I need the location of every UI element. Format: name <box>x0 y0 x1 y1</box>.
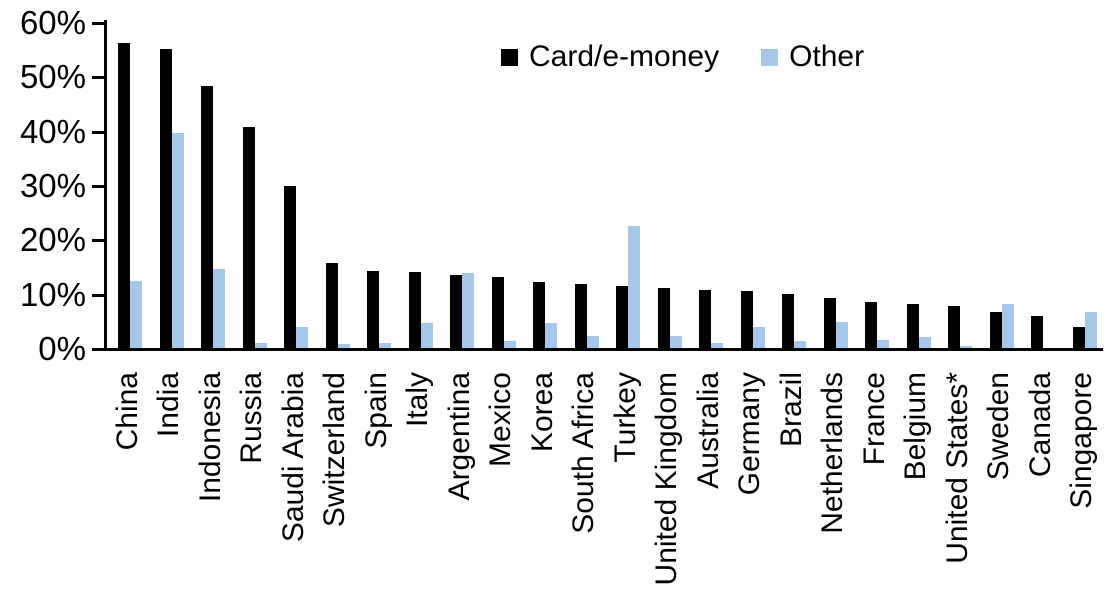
bar-other <box>836 322 848 348</box>
bar-other <box>877 340 889 348</box>
x-axis-category-label: United Kingdom <box>650 372 683 586</box>
y-axis-tick <box>92 348 104 351</box>
x-axis-category-label: Saudi Arabia <box>277 372 310 543</box>
bar-other <box>130 281 142 348</box>
legend: Card/e-money Other <box>501 40 864 74</box>
bar-other <box>960 346 972 348</box>
y-axis-line <box>104 20 107 351</box>
legend-swatch-other <box>761 48 779 66</box>
legend-label-card-e-money: Card/e-money <box>529 40 720 73</box>
x-axis-category-label: Russia <box>235 372 268 464</box>
bar-other <box>753 327 765 348</box>
x-axis-category-label: Brazil <box>775 372 808 448</box>
bar-card-e-money <box>243 127 255 348</box>
bar-card-e-money <box>367 271 379 348</box>
x-axis-category-label: Netherlands <box>816 372 849 534</box>
bar-card-e-money <box>492 277 504 348</box>
bar-other <box>794 341 806 348</box>
bar-card-e-money <box>326 263 338 348</box>
x-axis-category-label: Turkey <box>609 372 642 463</box>
x-axis-category-label: Belgium <box>899 372 932 481</box>
bar-card-e-money <box>616 286 628 348</box>
legend-label-other: Other <box>789 40 865 73</box>
y-axis-tick-label: 40% <box>19 112 86 150</box>
bar-card-e-money <box>409 272 421 348</box>
bar-card-e-money <box>201 86 213 348</box>
bar-other <box>545 323 557 348</box>
bar-card-e-money <box>741 291 753 348</box>
bar-other <box>421 323 433 348</box>
bar-other <box>172 133 184 348</box>
x-axis-category-label: Switzerland <box>318 372 351 528</box>
bar-card-e-money <box>284 186 296 348</box>
bar-other <box>462 273 474 348</box>
bar-other <box>255 343 267 348</box>
x-axis-category-label: Mexico <box>484 372 517 468</box>
bar-other <box>379 343 391 348</box>
y-axis-tick-label: 20% <box>19 221 86 259</box>
x-axis-category-label: Canada <box>1024 372 1057 478</box>
bar-card-e-money <box>533 282 545 348</box>
y-axis-tick-label: 30% <box>19 167 86 204</box>
bar-card-e-money <box>450 275 462 348</box>
y-axis-tick <box>92 293 104 297</box>
bar-other <box>338 344 350 348</box>
x-axis-category-label: Argentina <box>443 372 476 501</box>
bar-other <box>504 341 516 348</box>
x-axis-category-label: Singapore <box>1065 372 1098 509</box>
bar-card-e-money <box>990 312 1002 348</box>
legend-item-other: Other <box>761 40 864 74</box>
bar-card-e-money <box>699 290 711 348</box>
x-axis-category-label: India <box>152 372 185 438</box>
x-axis-category-label: Indonesia <box>194 372 227 503</box>
x-axis-category-label: France <box>858 372 891 466</box>
bar-other <box>628 226 640 348</box>
y-axis-tick-label: 0% <box>38 330 86 367</box>
bar-card-e-money <box>907 304 919 348</box>
bar-card-e-money <box>118 43 130 348</box>
bar-card-e-money <box>865 302 877 348</box>
bar-other <box>213 269 225 348</box>
x-axis-category-label: Australia <box>692 372 725 489</box>
x-axis-category-label: United States* <box>941 372 974 564</box>
x-axis-category-label: South Africa <box>567 372 600 534</box>
legend-swatch-card-e-money <box>501 48 518 66</box>
bar-card-e-money <box>948 306 960 348</box>
bar-card-e-money <box>160 49 172 348</box>
bar-other <box>587 336 599 348</box>
y-axis-tick <box>92 22 104 25</box>
y-axis-tick <box>92 76 104 80</box>
bar-card-e-money <box>658 288 670 348</box>
legend-item-card-e-money: Card/e-money <box>501 40 719 74</box>
bar-other <box>1085 312 1097 348</box>
bar-other <box>1002 304 1014 348</box>
y-axis-tick-label: 50% <box>19 58 86 96</box>
y-axis-tick-label: 10% <box>19 275 86 313</box>
bar-card-e-money <box>575 284 587 348</box>
x-axis-category-label: Italy <box>401 372 434 428</box>
bar-card-e-money <box>824 298 836 348</box>
bar-card-e-money <box>1073 327 1085 348</box>
y-axis-tick-label: 60% <box>19 4 86 41</box>
x-axis-category-label: Spain <box>360 372 393 449</box>
x-axis-category-label: Germany <box>733 372 766 496</box>
x-axis-line <box>104 348 1103 351</box>
x-axis-category-label: Sweden <box>982 372 1015 481</box>
y-axis-tick <box>92 185 104 188</box>
bar-card-e-money <box>1031 316 1043 348</box>
bar-other <box>711 343 723 348</box>
x-axis-category-label: Korea <box>526 372 559 453</box>
bar-other <box>919 337 931 348</box>
bar-other <box>670 336 682 348</box>
y-axis-tick <box>92 239 104 243</box>
x-axis-category-label: China <box>111 372 144 451</box>
bar-other <box>296 327 308 348</box>
y-axis-tick <box>92 130 104 134</box>
bar-card-e-money <box>782 294 794 348</box>
